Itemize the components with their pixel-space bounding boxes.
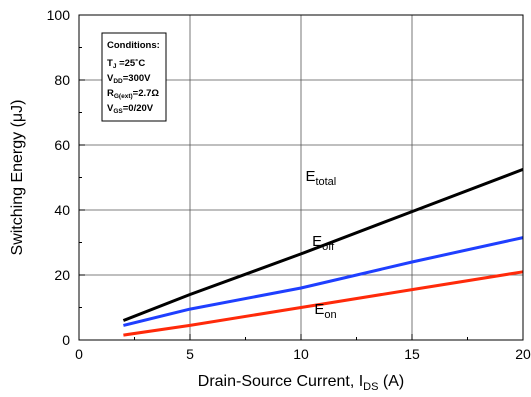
series-line-off	[123, 236, 524, 327]
condition-line: VDD=300V	[107, 73, 151, 85]
x-tick-label: 0	[75, 346, 83, 362]
series-line-on	[123, 270, 524, 337]
condition-line: TJ =25˚C	[107, 58, 145, 70]
x-tick-label: 15	[404, 346, 420, 362]
condition-line: VGS=0/20V	[107, 103, 154, 115]
x-axis-title-main: Drain-Source Current, I	[198, 373, 363, 390]
y-tick-label: 0	[62, 332, 70, 348]
conditions-box-frame	[101, 32, 167, 122]
y-tick-label: 80	[54, 72, 70, 88]
x-axis-title-sub: DS	[363, 381, 378, 393]
condition-line: RG(ext)=2.7Ω	[107, 88, 159, 100]
x-tick-label: 10	[293, 346, 309, 362]
series-label-off: Eoff	[312, 233, 335, 253]
y-axis-title: Switching Energy (μJ)	[9, 100, 26, 256]
x-tick-label: 5	[186, 346, 194, 362]
series-label-total: Etotal	[305, 168, 336, 188]
series-layer	[122, 167, 524, 337]
series-labels: Etotal Eoff Eon	[305, 168, 336, 321]
x-axis-title-unit: (A)	[378, 373, 404, 390]
series-line-total	[122, 167, 524, 322]
axis-ticks: 0 5 10 15 20 0 20 40 60 80 100	[47, 7, 531, 362]
y-tick-label: 100	[47, 7, 71, 23]
conditions-title: Conditions:	[107, 40, 160, 51]
y-tick-label: 60	[54, 137, 70, 153]
x-tick-label: 20	[515, 346, 531, 362]
y-tick-label: 40	[54, 202, 70, 218]
series-label-on: Eon	[314, 301, 336, 321]
x-axis-title: Drain-Source Current, IDS (A)	[198, 373, 404, 393]
conditions-lines: TJ =25˚C VDD=300V RG(ext)=2.7Ω VGS=0/20V	[107, 58, 159, 115]
y-tick-label: 20	[54, 267, 70, 283]
conditions-box: Conditions: TJ =25˚C VDD=300V RG(ext)=2.7Ω…	[101, 32, 167, 122]
